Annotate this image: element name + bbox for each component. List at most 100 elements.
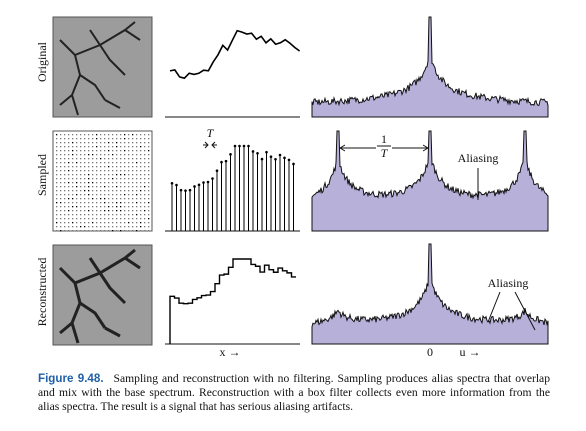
sample-dot xyxy=(60,198,62,200)
sample-dot xyxy=(108,158,110,160)
sample-dot xyxy=(144,194,146,196)
signal xyxy=(169,29,301,80)
sample-dot xyxy=(96,162,98,164)
sample-dot xyxy=(128,174,130,176)
sample-dot xyxy=(112,202,114,204)
sample-dot xyxy=(140,186,142,188)
sample-dot xyxy=(108,174,110,176)
sample-dot xyxy=(72,206,74,208)
sample-dot xyxy=(144,142,146,144)
sample-dot xyxy=(128,178,130,180)
sample-dot xyxy=(88,154,90,156)
sample-dot xyxy=(112,146,114,148)
sample-dot xyxy=(80,190,82,192)
sample-dot xyxy=(104,230,106,232)
sample-dot xyxy=(80,210,82,212)
sample-dot xyxy=(112,218,114,220)
sample-dot xyxy=(64,174,66,176)
sample-dot xyxy=(96,222,98,224)
sample-dot xyxy=(72,150,74,152)
sample-dot xyxy=(120,218,122,220)
sample-dot xyxy=(120,146,122,148)
sample-dot xyxy=(144,226,146,228)
sample-dot xyxy=(96,198,98,200)
sample-dot xyxy=(96,226,98,228)
sample-dot xyxy=(88,162,90,164)
sample-dot xyxy=(68,158,70,160)
stem-tip xyxy=(175,183,178,187)
sample-dot xyxy=(144,206,146,208)
sample-dot xyxy=(64,150,66,152)
sample-dot xyxy=(100,166,102,168)
sample-dot xyxy=(84,134,86,136)
sample-dot xyxy=(108,154,110,156)
sample-dot xyxy=(120,206,122,208)
sample-dot xyxy=(128,198,130,200)
sample-dot xyxy=(116,198,118,200)
sample-dot xyxy=(84,214,86,216)
sample-dot xyxy=(80,182,82,184)
pointer xyxy=(487,291,536,331)
sample-dot xyxy=(120,166,122,168)
sample-dot xyxy=(128,162,130,164)
sample-dot xyxy=(148,142,150,144)
sample-dot xyxy=(72,138,74,140)
sample-dot xyxy=(96,218,98,220)
sample-dot xyxy=(148,154,150,156)
sample-dot xyxy=(60,146,62,148)
sample-dot xyxy=(76,226,78,228)
sample-dot xyxy=(140,134,142,136)
sample-dot xyxy=(92,166,94,168)
sample-dot xyxy=(60,190,62,192)
sample-dot xyxy=(128,194,130,196)
origin-label: 0 xyxy=(427,345,433,359)
sample-dot xyxy=(92,150,94,152)
sample-dot xyxy=(96,158,98,160)
sample-dot xyxy=(120,214,122,216)
sample-dot xyxy=(96,202,98,204)
sample-dot xyxy=(100,214,102,216)
sample-dot xyxy=(116,218,118,220)
sample-dot xyxy=(104,138,106,140)
sample-dot xyxy=(144,202,146,204)
stem-tip xyxy=(278,153,282,157)
sample-dot xyxy=(72,226,74,228)
caption: Figure 9.48. Sampling and reconstruction … xyxy=(38,372,550,414)
sample-dot xyxy=(136,210,138,212)
sample-dot xyxy=(124,154,126,156)
sample-dot xyxy=(108,182,110,184)
sample-dot xyxy=(120,222,122,224)
sample-dot xyxy=(140,218,142,220)
sample-dot xyxy=(128,170,130,172)
sample-dot xyxy=(140,222,142,224)
sample-dot xyxy=(124,202,126,204)
stem-tip xyxy=(260,157,264,161)
sample-dot xyxy=(148,166,150,168)
sample-dot xyxy=(88,166,90,168)
sample-dot xyxy=(108,190,110,192)
sample-dot xyxy=(84,230,86,232)
sample-dot xyxy=(144,158,146,160)
sample-dot xyxy=(124,230,126,232)
sample-dot xyxy=(128,166,130,168)
sample-dot xyxy=(68,206,70,208)
sample-dot xyxy=(96,166,98,168)
sample-dot xyxy=(84,166,86,168)
sample-dot xyxy=(112,214,114,216)
sample-dot xyxy=(64,146,66,148)
sample-dot xyxy=(92,218,94,220)
crack xyxy=(59,21,141,116)
sample-dot xyxy=(128,134,130,136)
sample-dot xyxy=(112,222,114,224)
sample-dot xyxy=(144,230,146,232)
sample-dot xyxy=(64,230,66,232)
sample-dot xyxy=(112,206,114,208)
sample-dot xyxy=(76,210,78,212)
sample-dot xyxy=(80,214,82,216)
sample-dot xyxy=(140,202,142,204)
sample-dot xyxy=(72,162,74,164)
sample-dot xyxy=(68,202,70,204)
sample-dot xyxy=(92,190,94,192)
sample-dot xyxy=(132,154,134,156)
sample-dot xyxy=(64,154,66,156)
